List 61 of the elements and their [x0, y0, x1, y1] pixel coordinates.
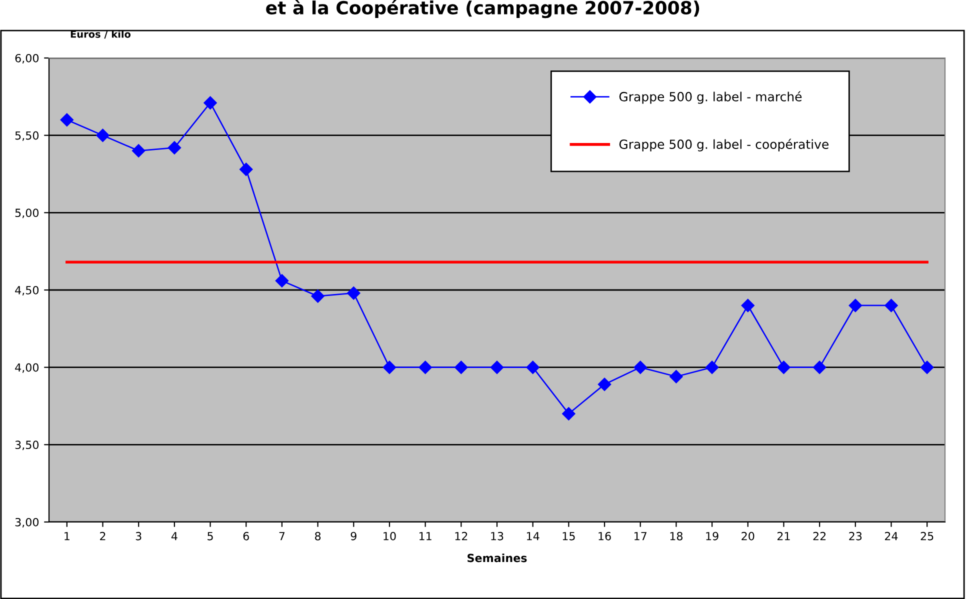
x-tick-label: 24 [884, 532, 898, 540]
x-tick-label: 3 [136, 532, 142, 540]
x-axis-title: Semaines [468, 554, 527, 562]
x-tick-label: 20 [742, 532, 754, 540]
x-tick-label: 25 [920, 532, 934, 540]
point [418, 360, 432, 374]
point [848, 298, 862, 312]
x-tick-label: 9 [350, 532, 356, 540]
y-tick-label: 3,50 [15, 440, 39, 450]
point [311, 290, 324, 303]
x-tick-label: 10 [384, 532, 396, 540]
point [920, 360, 934, 374]
x-tick-label: 7 [279, 532, 285, 540]
x-tick-label: 4 [171, 532, 178, 540]
x-tick-label: 21 [777, 532, 790, 540]
point [382, 360, 396, 374]
y-tick-label: 4,50 [15, 286, 39, 296]
y-tick-label: 6,00 [15, 54, 39, 64]
point [240, 162, 253, 176]
point [634, 360, 647, 374]
x-tick-label: 14 [526, 532, 540, 540]
y-tick-label: 5,00 [15, 208, 39, 218]
x-tick-label: 13 [491, 532, 504, 540]
point [777, 360, 790, 374]
point [884, 298, 898, 312]
chart-title: et à la Coopérative (campagne 2007-2008) [266, 0, 700, 18]
y-tick-label: 5,50 [15, 131, 39, 141]
point [562, 407, 576, 420]
y-tick-label: 3,00 [15, 518, 39, 528]
x-tick-label: 6 [243, 532, 249, 540]
x-tick-label: 12 [455, 532, 468, 540]
x-tick-label: 17 [634, 532, 646, 540]
point [347, 286, 360, 300]
point [132, 144, 146, 158]
x-tick-label: 8 [315, 532, 321, 540]
x-tick-label: 1 [64, 532, 70, 540]
point [60, 113, 74, 126]
x-tick-label: 19 [706, 532, 718, 540]
y-tick-label: 4,00 [15, 363, 39, 373]
x-tick-label: 2 [100, 532, 106, 540]
point [275, 274, 289, 288]
legend-label: Grappe 500 g. label - coopérative [619, 138, 828, 152]
point [168, 141, 182, 154]
x-tick-label: 16 [598, 532, 611, 540]
point [705, 360, 719, 374]
point [454, 360, 468, 374]
x-tick-label: 5 [208, 532, 213, 540]
x-tick-label: 23 [849, 532, 862, 540]
x-tick-label: 22 [813, 532, 826, 540]
legend-label: Grappe 500 g. label - marché [619, 91, 802, 104]
point [526, 360, 540, 374]
x-tick-label: 15 [562, 532, 575, 540]
x-tick-label: 18 [670, 532, 683, 540]
point [741, 298, 754, 312]
point [490, 360, 504, 374]
point [812, 360, 826, 374]
x-tick-label: 11 [419, 532, 432, 540]
point [96, 128, 110, 142]
point [204, 96, 217, 110]
point [670, 370, 683, 384]
point [598, 378, 612, 391]
